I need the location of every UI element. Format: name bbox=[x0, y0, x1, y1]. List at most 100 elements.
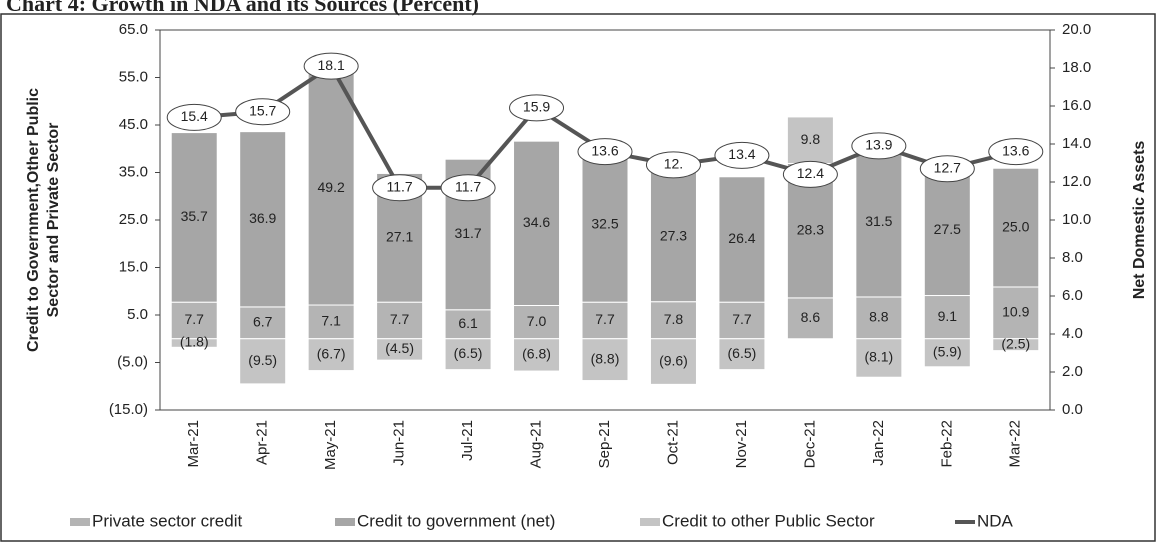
bar bbox=[239, 306, 287, 340]
bar bbox=[718, 301, 766, 340]
label-bubble bbox=[509, 94, 565, 122]
data-label: 25.0 bbox=[1002, 218, 1029, 234]
bar bbox=[376, 338, 424, 361]
data-label: 12.7 bbox=[934, 159, 961, 175]
data-label: 27.3 bbox=[660, 228, 687, 244]
y2-tick-label: 6.0 bbox=[1062, 287, 1083, 304]
data-label: (4.5) bbox=[385, 340, 414, 356]
data-label: 7.0 bbox=[527, 313, 547, 329]
y2-tick-label: 20.0 bbox=[1062, 21, 1091, 38]
bar bbox=[992, 286, 1040, 340]
y2-tick-label: 8.0 bbox=[1062, 249, 1083, 266]
label-bubble bbox=[782, 160, 838, 188]
y-tick-label: 15.0 bbox=[119, 258, 148, 275]
y2-tick-label: 18.0 bbox=[1062, 59, 1091, 76]
data-label: (6.5) bbox=[728, 345, 757, 361]
bar bbox=[170, 132, 218, 303]
bar bbox=[923, 164, 971, 297]
bar bbox=[581, 338, 629, 382]
data-label: 7.7 bbox=[390, 311, 410, 327]
y-axis-title: Sector and Private Sector bbox=[45, 123, 62, 318]
data-label: 12.4 bbox=[797, 165, 824, 181]
y-tick-label: 65.0 bbox=[119, 21, 148, 38]
y-tick-label: 35.0 bbox=[119, 163, 148, 180]
y2-axis-title: Net Domestic Assets bbox=[1131, 141, 1148, 300]
data-label: 15.4 bbox=[181, 108, 208, 124]
bar bbox=[786, 297, 834, 340]
data-label: 11.7 bbox=[387, 178, 413, 194]
data-label: (8.1) bbox=[864, 349, 893, 365]
y2-tick-label: 2.0 bbox=[1062, 363, 1083, 380]
legend-label: Private sector credit bbox=[92, 511, 242, 530]
data-label: (9.6) bbox=[659, 352, 688, 368]
bar bbox=[581, 147, 629, 303]
x-tick-label: Feb-22 bbox=[938, 420, 955, 468]
data-label: 27.1 bbox=[386, 229, 413, 245]
y2-tick-label: 16.0 bbox=[1062, 97, 1091, 114]
data-label: 15.9 bbox=[523, 99, 550, 115]
bar bbox=[444, 338, 492, 371]
data-label: 13.6 bbox=[591, 142, 618, 158]
bar bbox=[649, 338, 697, 385]
data-label: 7.7 bbox=[184, 311, 204, 327]
bar bbox=[307, 304, 355, 340]
x-tick-label: Apr-21 bbox=[254, 420, 271, 465]
data-label: 26.4 bbox=[728, 230, 755, 246]
data-label: 13.6 bbox=[1002, 142, 1029, 158]
bar bbox=[923, 338, 971, 368]
x-tick-label: Jul-21 bbox=[459, 420, 476, 461]
data-label: 28.3 bbox=[797, 221, 824, 237]
data-label: (6.5) bbox=[454, 345, 483, 361]
y2-tick-label: 0.0 bbox=[1062, 401, 1083, 418]
legend-label: Credit to other Public Sector bbox=[662, 511, 875, 530]
label-bubble bbox=[645, 151, 701, 179]
bar bbox=[992, 338, 1040, 352]
data-label: 13.9 bbox=[865, 137, 892, 153]
legend-swatch bbox=[640, 518, 660, 526]
bar bbox=[923, 295, 971, 340]
legend-swatch bbox=[335, 518, 355, 526]
bar bbox=[855, 338, 903, 378]
label-bubble bbox=[851, 132, 907, 160]
y-tick-label: 55.0 bbox=[119, 68, 148, 85]
y-tick-label: 25.0 bbox=[119, 211, 148, 228]
data-label: (5.9) bbox=[933, 343, 962, 359]
y-tick-label: (5.0) bbox=[117, 353, 148, 370]
data-label: 8.6 bbox=[801, 309, 821, 325]
bar bbox=[307, 70, 355, 306]
x-tick-label: Mar-21 bbox=[185, 420, 202, 468]
data-label: 6.7 bbox=[253, 314, 273, 330]
chart-title: Chart 4: Growth in NDA and its Sources (… bbox=[6, 0, 479, 16]
data-label: 9.8 bbox=[801, 131, 821, 147]
x-tick-label: Jun-21 bbox=[391, 420, 408, 466]
y2-tick-label: 10.0 bbox=[1062, 211, 1091, 228]
label-bubble bbox=[577, 138, 633, 166]
label-bubble bbox=[714, 141, 770, 169]
y-tick-label: 5.0 bbox=[127, 306, 148, 323]
bar bbox=[992, 167, 1040, 288]
data-label: (2.5) bbox=[1001, 335, 1030, 351]
data-label: 7.7 bbox=[595, 311, 615, 327]
bar bbox=[376, 301, 424, 340]
bar bbox=[855, 146, 903, 298]
x-tick-label: Aug-21 bbox=[528, 420, 545, 468]
x-tick-label: Mar-22 bbox=[1007, 420, 1024, 468]
x-tick-label: Sep-21 bbox=[596, 420, 613, 468]
bar bbox=[307, 338, 355, 372]
y2-tick-label: 14.0 bbox=[1062, 135, 1091, 152]
bar bbox=[239, 338, 287, 385]
label-bubble bbox=[372, 174, 428, 202]
x-tick-label: Nov-21 bbox=[733, 420, 750, 468]
y2-tick-label: 12.0 bbox=[1062, 173, 1091, 190]
bar bbox=[513, 338, 561, 372]
data-label: 9.1 bbox=[938, 308, 958, 324]
data-label: 6.1 bbox=[458, 315, 478, 331]
data-label: 36.9 bbox=[249, 210, 276, 226]
bar bbox=[718, 176, 766, 303]
data-label: (6.7) bbox=[317, 345, 346, 361]
x-tick-label: Dec-21 bbox=[801, 420, 818, 468]
data-label: 7.1 bbox=[321, 313, 341, 329]
legend-label: NDA bbox=[977, 511, 1014, 530]
x-tick-label: May-21 bbox=[322, 420, 339, 470]
